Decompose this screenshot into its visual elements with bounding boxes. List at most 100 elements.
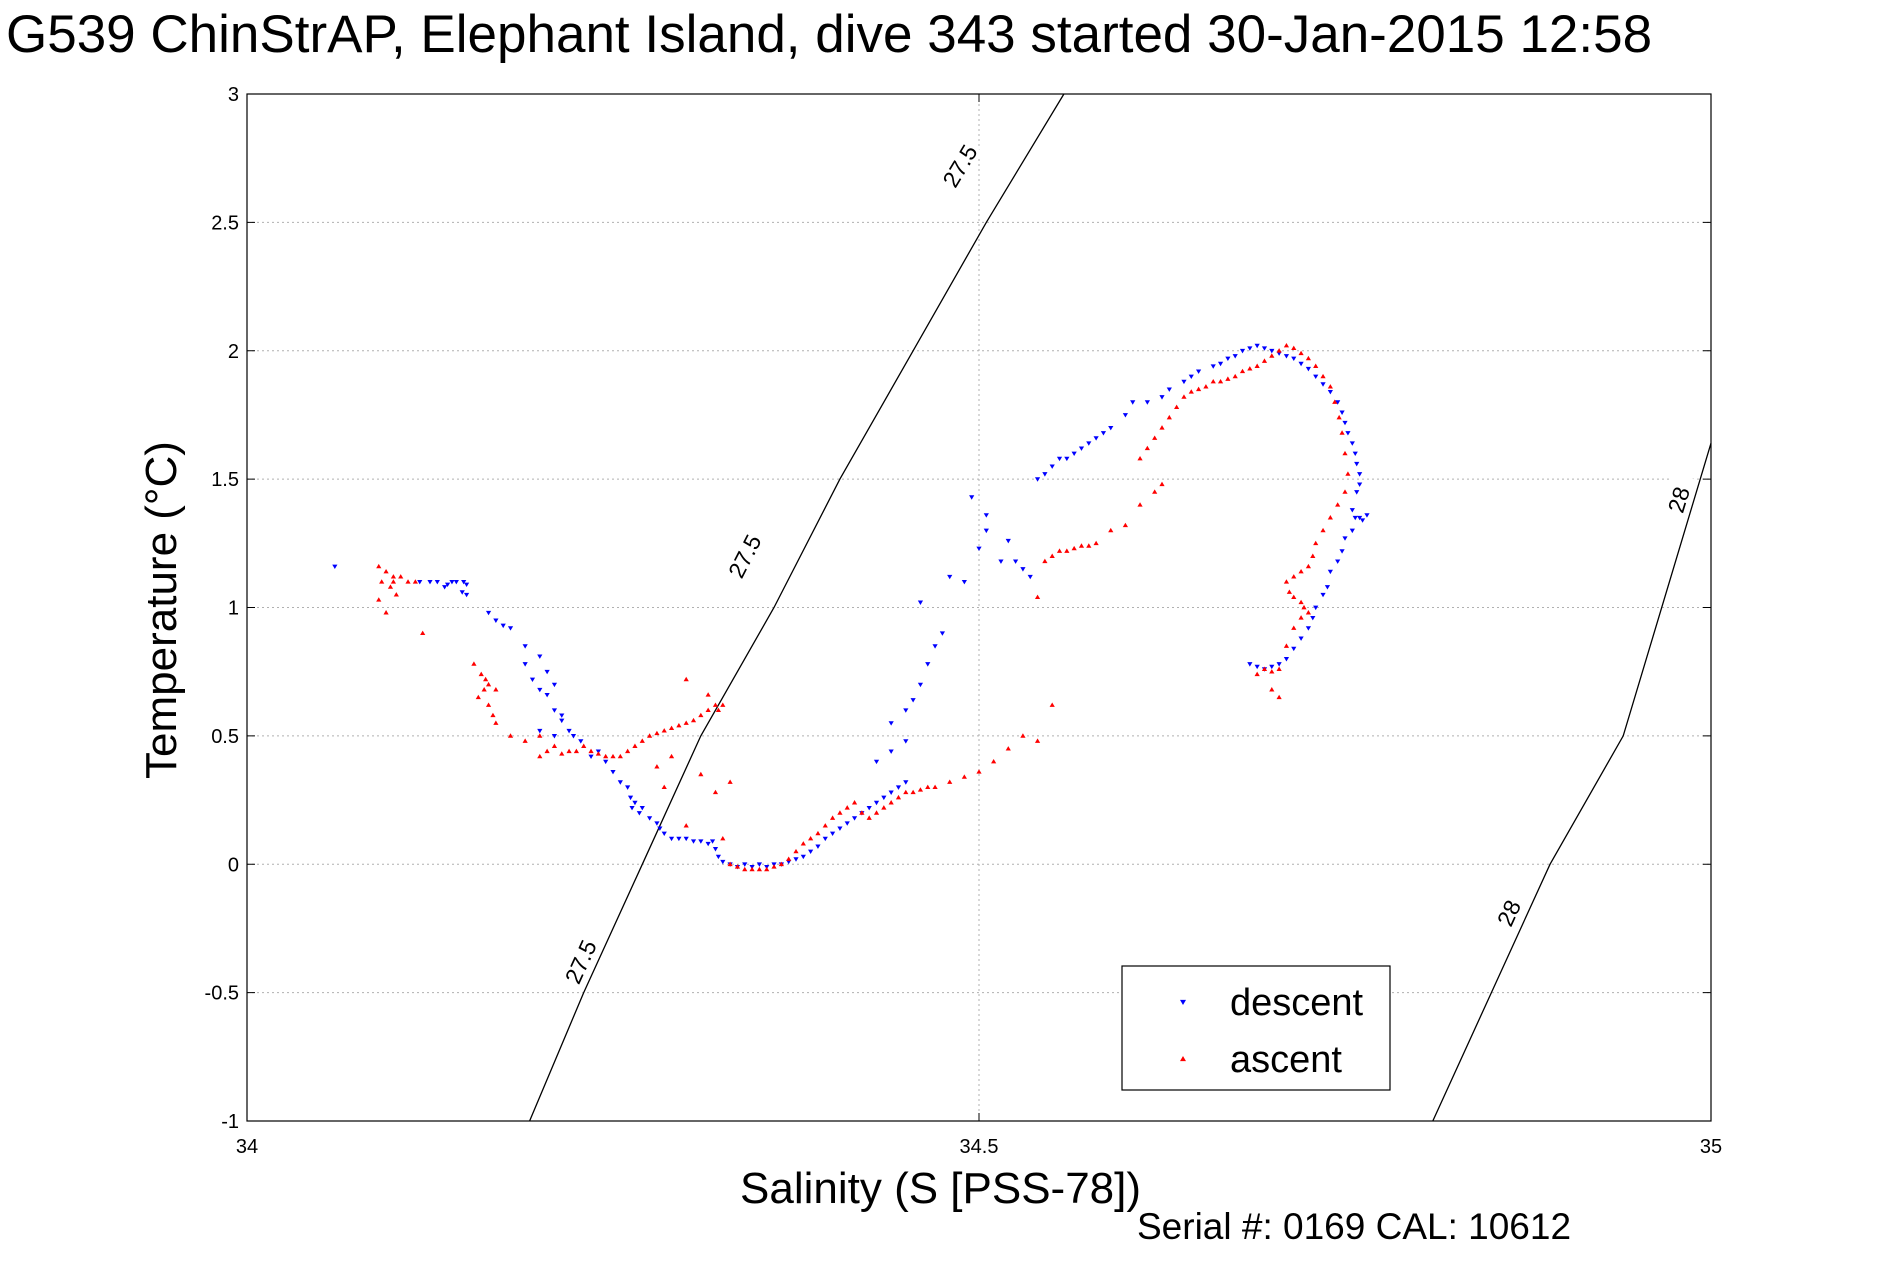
descent-point — [1247, 662, 1253, 667]
x-tick-label: 35 — [1700, 1136, 1722, 1158]
ascent-point — [1086, 543, 1092, 548]
ascent-point — [559, 751, 565, 756]
descent-point — [1144, 400, 1150, 405]
ascent-point — [1254, 671, 1260, 677]
descent-point — [559, 713, 565, 718]
descent-point — [1269, 348, 1275, 354]
ascent-point — [1283, 643, 1290, 648]
descent-point — [683, 836, 689, 842]
descent-point — [1349, 528, 1355, 534]
ascent-point — [393, 592, 399, 597]
descent-point — [559, 718, 565, 724]
descent-point — [910, 698, 916, 703]
descent-point — [449, 580, 455, 585]
ascent-point — [1254, 363, 1260, 368]
descent-point — [712, 847, 719, 852]
ascent-point — [683, 823, 689, 828]
descent-point — [1283, 657, 1290, 662]
descent-point — [844, 821, 850, 826]
descent-point — [1357, 472, 1363, 477]
descent-point — [529, 677, 536, 682]
ascent-point — [683, 720, 689, 725]
descent-point — [1335, 400, 1341, 405]
descent-point — [1324, 585, 1331, 590]
ascent-point — [1305, 563, 1311, 569]
descent-point — [625, 785, 631, 790]
descent-point — [1298, 636, 1304, 641]
isopycnal-line — [529, 93, 1065, 1122]
descent-point — [1020, 567, 1026, 572]
descent-point — [1122, 413, 1128, 418]
ascent-point — [1217, 378, 1224, 384]
descent-point — [1254, 664, 1260, 670]
descent-point — [1269, 664, 1275, 670]
ascent-point — [412, 579, 418, 584]
ascent-point — [705, 692, 711, 697]
ascent-point — [1320, 373, 1326, 379]
ascent-point — [1225, 376, 1231, 381]
ascent-point — [398, 574, 404, 579]
descent-point — [1064, 456, 1070, 462]
ascent-point — [881, 805, 887, 810]
contour-label-bg — [1486, 885, 1530, 940]
descent-point — [566, 728, 572, 734]
descent-point — [544, 692, 550, 698]
ascent-point — [1034, 738, 1041, 743]
descent-point — [627, 795, 634, 801]
descent-point — [537, 687, 543, 693]
ascent-point — [1144, 445, 1150, 451]
ascent-point — [1342, 489, 1348, 494]
ascent-point — [383, 568, 389, 574]
ascent-point — [493, 687, 499, 692]
descent-point — [1349, 441, 1355, 446]
descent-point — [668, 836, 675, 842]
descent-point — [1313, 374, 1319, 380]
descent-point — [1159, 395, 1165, 400]
ascent-point — [683, 676, 689, 682]
ascent-point — [661, 784, 667, 790]
ascent-point — [1313, 363, 1319, 368]
ascent-point — [1327, 515, 1333, 520]
legend-marker-descent — [1180, 999, 1186, 1005]
ascent-point — [566, 748, 572, 754]
ascent-point — [1261, 666, 1268, 671]
descent-point — [925, 662, 931, 667]
descent-point — [1210, 364, 1216, 369]
descent-point — [588, 754, 594, 760]
descent-point — [500, 623, 506, 629]
ascent-point — [1301, 604, 1307, 610]
descent-point — [639, 805, 645, 811]
ascent-point — [1276, 694, 1282, 700]
y-tick-label: -1 — [221, 1111, 239, 1133]
ascent-point — [1152, 489, 1158, 494]
ascent-point — [1122, 522, 1128, 528]
descent-point — [720, 859, 726, 865]
descent-point — [1327, 390, 1333, 395]
descent-point — [947, 574, 953, 580]
ascent-point — [537, 753, 543, 759]
ascent-point — [1286, 589, 1292, 594]
descent-point — [1313, 605, 1319, 611]
descent-point — [1310, 615, 1316, 621]
ascent-point — [712, 789, 719, 795]
ascent-point — [1305, 610, 1311, 615]
ascent-point — [1298, 615, 1304, 620]
legend-items: descent ascent — [1180, 982, 1364, 1081]
y-tick-label: 0 — [228, 854, 239, 876]
ascent-point — [617, 753, 623, 759]
descent-point — [1352, 515, 1358, 521]
descent-point — [617, 780, 623, 785]
descent-point — [1283, 354, 1290, 359]
ascent-point — [383, 610, 389, 615]
ascent-point — [830, 815, 836, 820]
ascent-point — [705, 707, 711, 713]
descent-point — [1354, 490, 1360, 495]
ascent-point — [1174, 404, 1180, 410]
descent-point — [1339, 410, 1345, 415]
descent-point — [657, 826, 663, 831]
descent-point — [654, 821, 660, 826]
descent-point — [1298, 361, 1304, 367]
legend-label-ascent: ascent — [1230, 1039, 1342, 1081]
legend-box — [1121, 965, 1391, 1091]
